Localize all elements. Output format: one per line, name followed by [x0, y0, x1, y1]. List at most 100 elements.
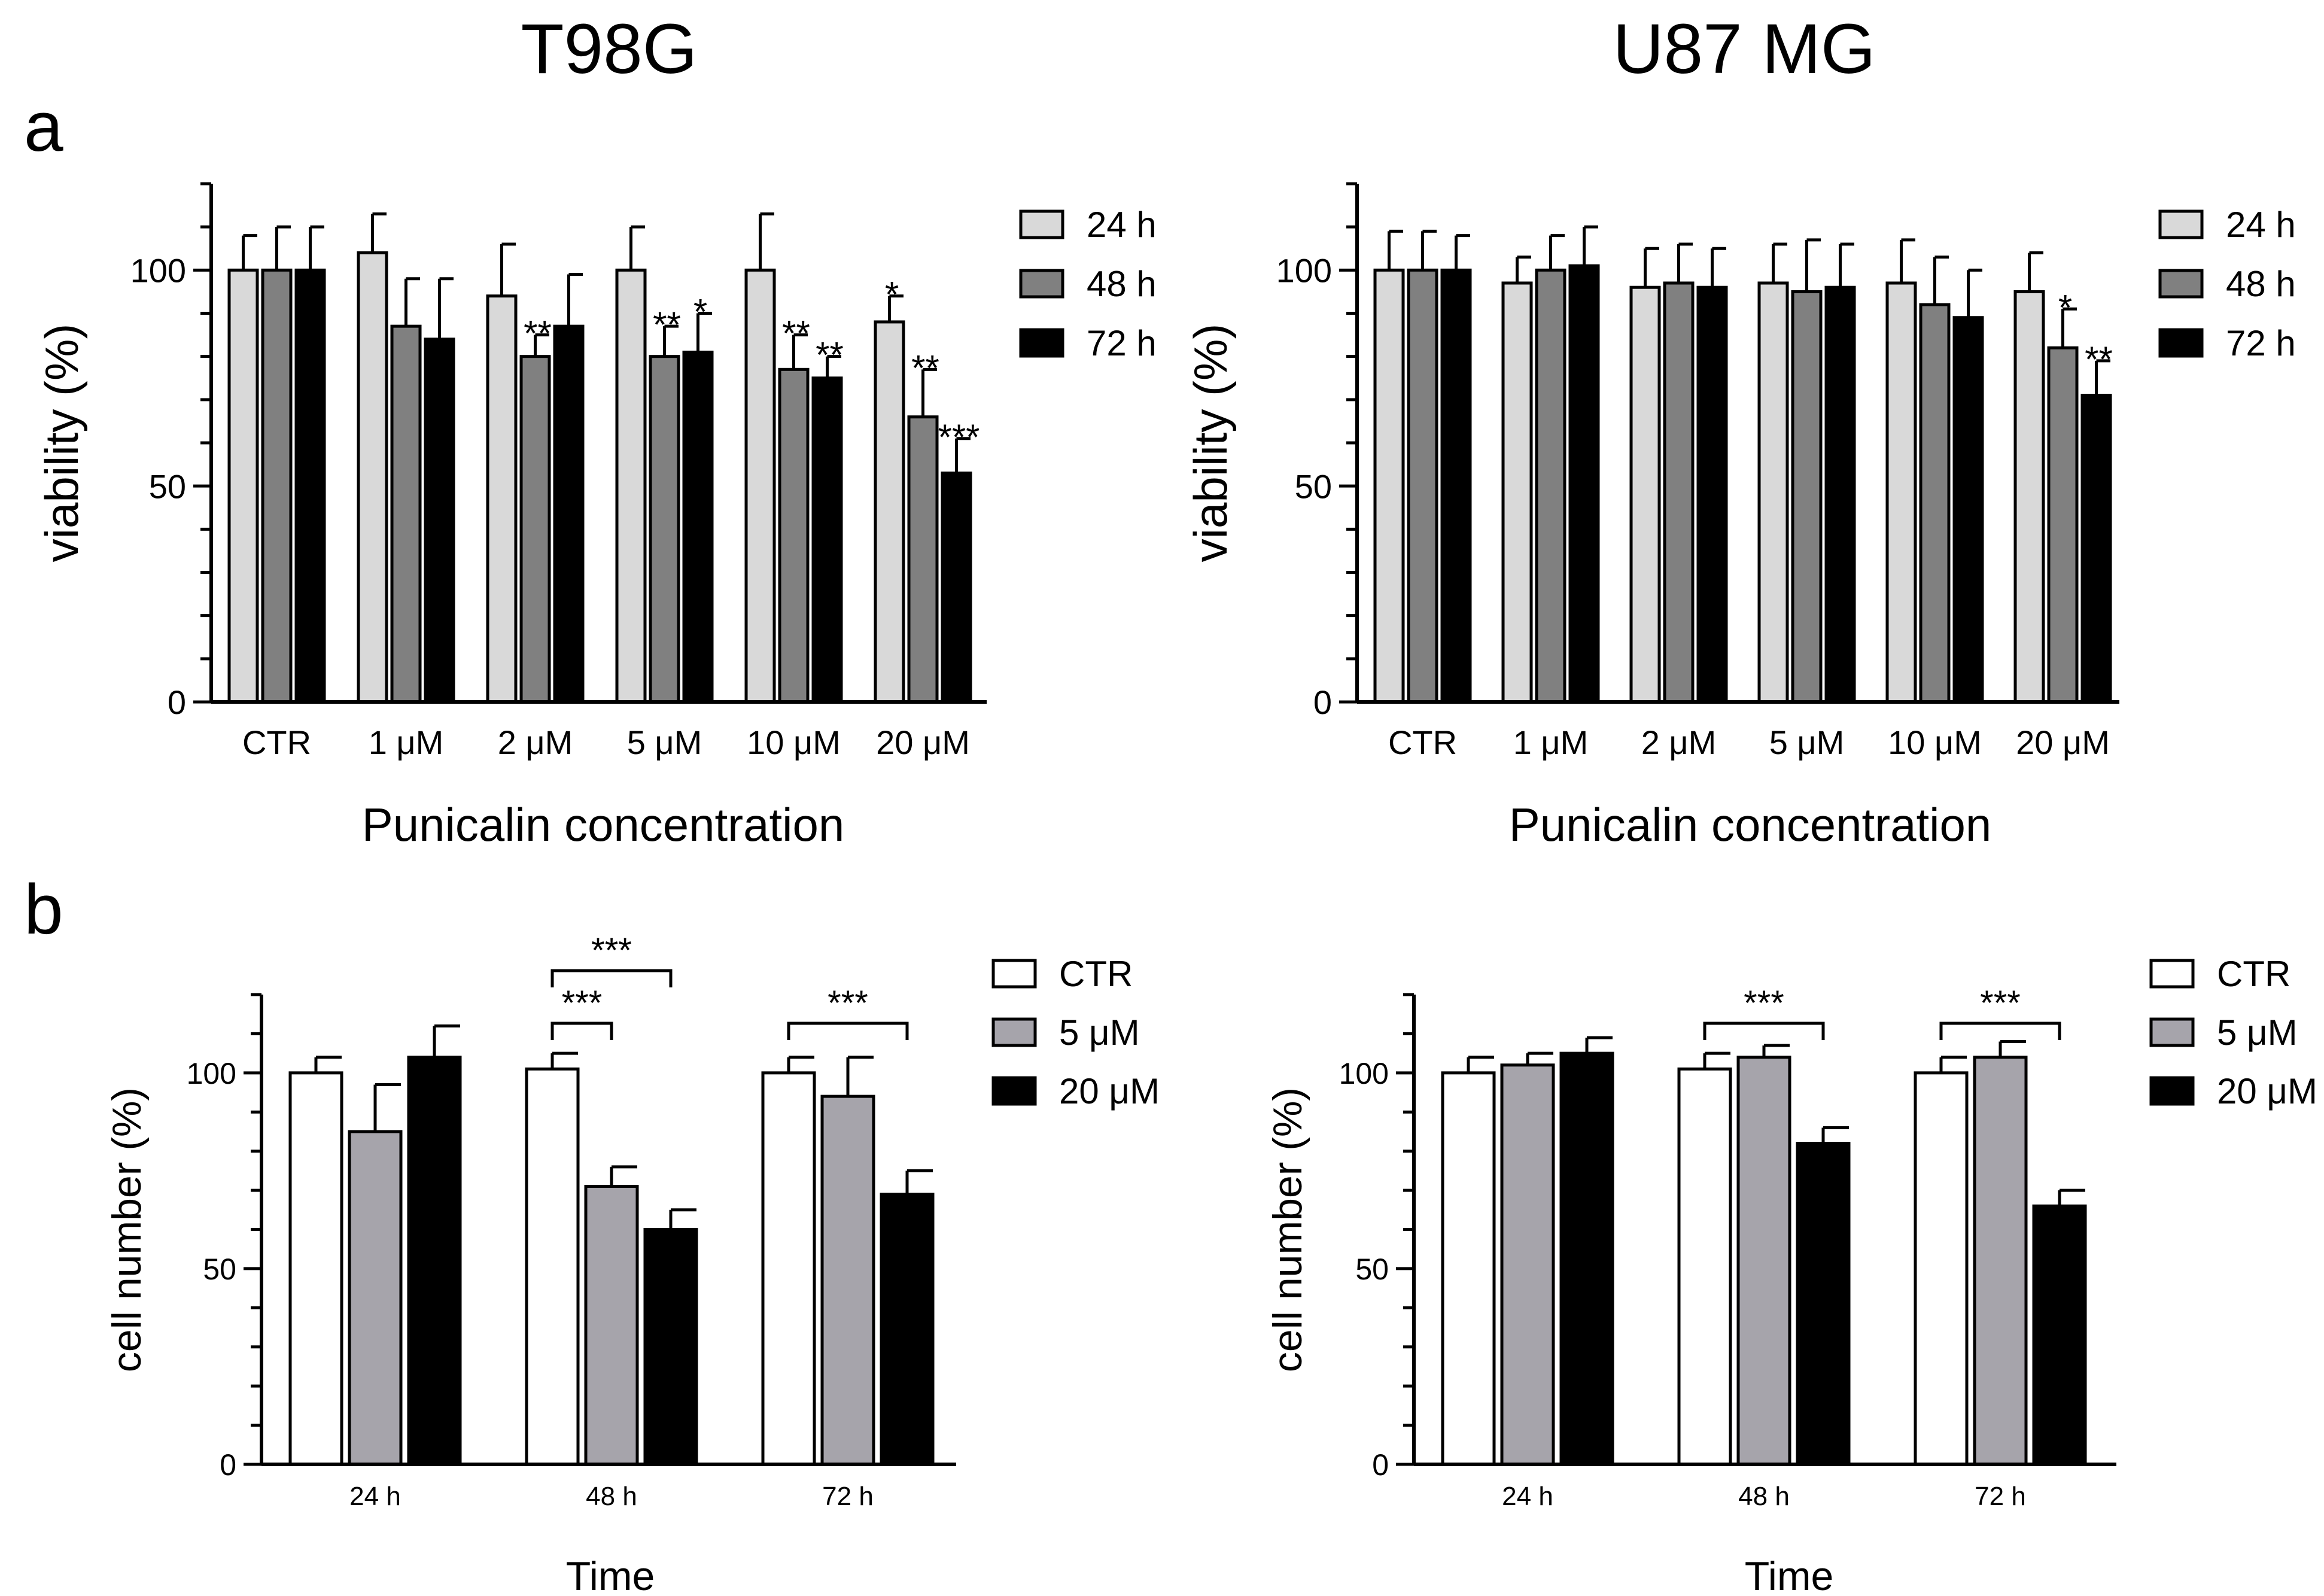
legend-label-b-U87-0: CTR — [2217, 954, 2290, 994]
significance-a-T98G-1: ** — [524, 314, 552, 354]
bar-a-T98G-s1-c4 — [778, 367, 810, 704]
bar-b-T98G-s0-c1 — [525, 1067, 580, 1466]
bar-a-T98G-s1-c5 — [907, 415, 939, 704]
bar-b-T98G-s1-c2 — [820, 1095, 875, 1466]
x-axis-label-b-T98G: Time — [566, 1554, 655, 1596]
legend-label-b-T98G-2: 20 μM — [1059, 1071, 1160, 1111]
bar-a-T98G-s2-c5 — [941, 472, 972, 704]
bar-a-T98G-s0-c3 — [615, 268, 647, 704]
y-tick-label-b-T98G-100: 100 — [187, 1057, 236, 1090]
bar-a-T98G-s2-c3 — [682, 350, 714, 704]
bar-a-T98G-s1-c2 — [519, 355, 551, 704]
x-tick-label-b-U87-0: 24 h — [1502, 1482, 1553, 1511]
legend-swatch-a-U87-2 — [2158, 328, 2204, 358]
bar-a-T98G-s1-c3 — [649, 355, 680, 704]
legend-swatch-a-U87-1 — [2158, 269, 2204, 299]
legend-swatch-a-T98G-2 — [1019, 328, 1064, 358]
legend-swatch-a-T98G-1 — [1019, 269, 1064, 299]
bar-a-T98G-s2-c0 — [294, 268, 326, 704]
y-tick-label-a-U87-0: 0 — [1313, 683, 1332, 721]
legend-swatch-b-T98G-1 — [991, 1017, 1037, 1047]
bar-b-U87-s0-c2 — [1914, 1071, 1969, 1466]
legend-swatch-b-U87-0 — [2149, 959, 2195, 989]
legend-label-b-T98G-0: CTR — [1059, 954, 1133, 994]
bar-a-U87-s0-c0 — [1373, 268, 1405, 704]
legend-swatch-a-T98G-0 — [1019, 209, 1064, 239]
bar-b-U87-s2-c0 — [1559, 1051, 1614, 1466]
x-axis-label-b-U87: Time — [1745, 1554, 1834, 1596]
x-tick-label-b-T98G-0: 24 h — [349, 1482, 401, 1511]
chart-b-u87: 0 50 100 24 h 48 h 72 h Time cell number (%) ***… — [1265, 954, 2317, 1596]
x-tick-label-a-T98G-3: 5 μM — [627, 723, 702, 761]
x-tick-label-a-U87-3: 5 μM — [1769, 723, 1845, 761]
bar-a-U87-s2-c0 — [1440, 268, 1472, 704]
legend-swatch-a-U87-0 — [2158, 209, 2204, 239]
bracket-label-b-U87-1: *** — [1980, 984, 2021, 1023]
bar-b-U87-s0-c1 — [1677, 1067, 1732, 1466]
bar-a-U87-s0-c3 — [1757, 281, 1789, 704]
chart-b-t98g: 0 50 100 24 h 48 h 72 h Time cell number (%) ***… — [104, 931, 1160, 1596]
bar-b-T98G-s2-c1 — [643, 1228, 698, 1466]
legend-label-a-T98G-1: 48 h — [1087, 264, 1157, 304]
legend-swatch-b-T98G-0 — [991, 959, 1037, 989]
bar-b-T98G-s2-c0 — [407, 1056, 462, 1466]
legend-label-b-T98G-1: 5 μM — [1059, 1013, 1140, 1053]
x-tick-label-a-T98G-1: 1 μM — [369, 723, 444, 761]
y-tick-label-a-T98G-50: 50 — [149, 467, 186, 505]
bar-b-U87-s1-c0 — [1500, 1063, 1555, 1466]
bar-a-T98G-s2-c2 — [553, 324, 585, 704]
bracket-b-T98G-1 — [550, 1022, 613, 1040]
legend-label-a-U87-0: 24 h — [2226, 205, 2296, 245]
bar-a-U87-s2-c5 — [2080, 394, 2112, 704]
x-tick-label-a-T98G-4: 10 μM — [747, 723, 841, 761]
significance-a-T98G-3: * — [693, 292, 707, 332]
bar-a-U87-s1-c2 — [1663, 281, 1695, 704]
bar-a-T98G-s0-c2 — [486, 294, 518, 704]
bar-a-U87-s1-c1 — [1535, 268, 1566, 704]
chart-a-t98g: 0 50 100 CTR 1 μM 2 μM 5 μM 10 μM 20 μM Punicalin… — [35, 182, 1157, 851]
bar-a-T98G-s0-c0 — [227, 268, 259, 704]
bar-a-U87-s0-c4 — [1885, 281, 1917, 704]
panel-label-a: a — [24, 87, 63, 166]
bar-a-U87-s1-c3 — [1791, 290, 1823, 704]
legend-label-a-U87-2: 72 h — [2226, 323, 2296, 363]
bar-a-T98G-s2-c4 — [811, 376, 843, 704]
x-tick-label-b-T98G-1: 48 h — [586, 1482, 637, 1511]
y-axis-label-b-U87: cell number (%) — [1265, 1087, 1310, 1372]
bracket-b-T98G-0 — [550, 969, 673, 987]
legend-swatch-b-U87-1 — [2149, 1017, 2195, 1047]
significance-a-T98G-6: * — [885, 275, 899, 315]
x-tick-label-a-U87-0: CTR — [1388, 723, 1457, 761]
y-axis-label-a-T98G: viability (%) — [35, 324, 88, 563]
x-tick-label-a-T98G-2: 2 μM — [498, 723, 573, 761]
bar-a-T98G-s0-c1 — [357, 251, 388, 704]
bar-a-T98G-s1-c0 — [261, 268, 293, 704]
bar-a-T98G-s2-c1 — [424, 338, 455, 704]
bar-a-T98G-s1-c1 — [390, 324, 422, 704]
significance-a-U87-0: * — [2058, 287, 2072, 327]
bar-a-U87-s1-c5 — [2047, 346, 2079, 704]
legend-swatch-b-U87-2 — [2149, 1076, 2195, 1106]
x-tick-label-a-T98G-0: CTR — [242, 723, 311, 761]
bar-b-U87-s2-c2 — [2032, 1204, 2087, 1466]
legend-label-a-T98G-0: 24 h — [1087, 205, 1157, 245]
y-tick-label-a-T98G-100: 100 — [130, 251, 186, 289]
bracket-label-b-T98G-2: *** — [828, 984, 868, 1023]
y-tick-label-a-U87-50: 50 — [1295, 467, 1332, 505]
col-title-u87: U87 MG — [1613, 10, 1875, 89]
bar-b-U87-s1-c1 — [1736, 1056, 1791, 1466]
bar-a-U87-s2-c1 — [1568, 264, 1600, 704]
x-tick-label-b-U87-1: 48 h — [1738, 1482, 1790, 1511]
x-axis-label-a-U87: Punicalin concentration — [1509, 798, 1992, 851]
y-tick-label-b-U87-50: 50 — [1355, 1253, 1389, 1286]
legend-label-a-U87-1: 48 h — [2226, 264, 2296, 304]
bar-b-U87-s0-c0 — [1441, 1071, 1496, 1466]
legend-label-a-T98G-2: 72 h — [1087, 323, 1157, 363]
panel-label-b: b — [24, 870, 63, 949]
x-tick-label-a-U87-4: 10 μM — [1888, 723, 1982, 761]
x-tick-label-a-U87-1: 1 μM — [1513, 723, 1589, 761]
legend-swatch-b-T98G-2 — [991, 1076, 1037, 1106]
x-tick-label-a-T98G-5: 20 μM — [876, 723, 970, 761]
legend-label-b-U87-2: 20 μM — [2217, 1071, 2317, 1111]
